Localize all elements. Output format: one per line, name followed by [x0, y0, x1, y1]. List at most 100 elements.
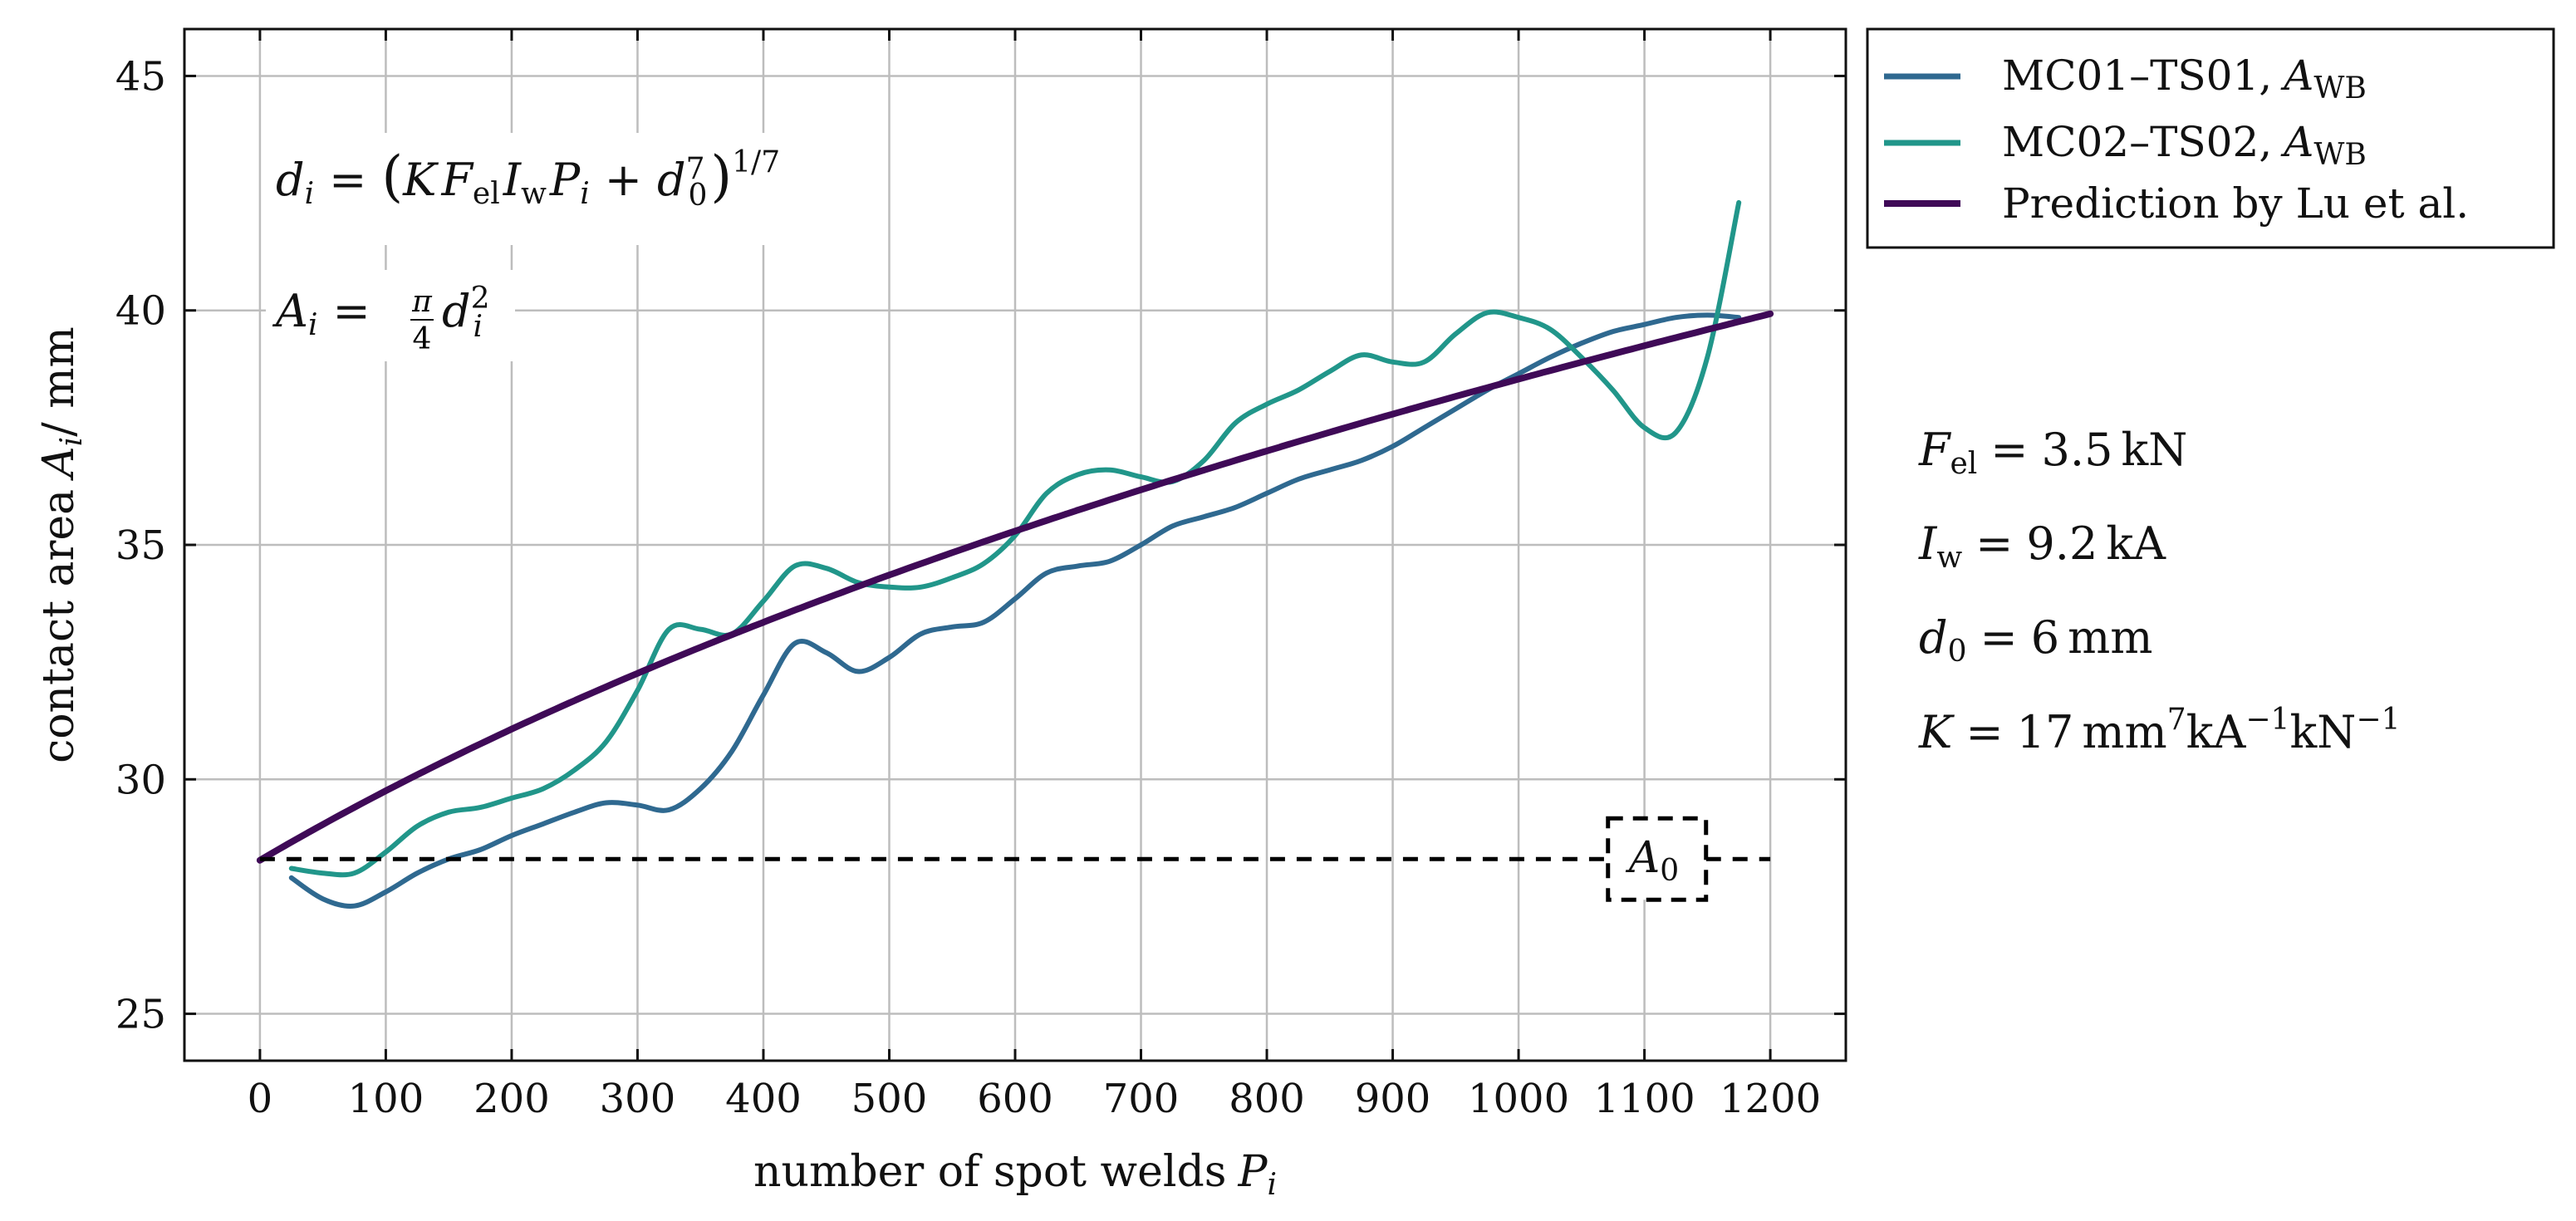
formula-a-sub: i	[308, 308, 318, 342]
x-tick-label: 700	[1103, 1076, 1180, 1122]
x-tick-label: 200	[473, 1076, 550, 1122]
formula-a-pi: π	[411, 285, 433, 319]
legend-label-mc02-var: A	[2280, 118, 2313, 166]
x-axis-title-var: P	[1237, 1147, 1268, 1197]
formula-d-F: F	[440, 154, 474, 206]
formula-a-background	[266, 270, 515, 361]
x-tick-label: 900	[1355, 1076, 1431, 1122]
formula-d-sub: i	[305, 177, 315, 211]
legend-label-prediction: Prediction by Lu et al.	[2002, 179, 2469, 228]
series-line-prediction	[256, 310, 1774, 864]
legend-label-mc01-base: MC01–TS01,	[2002, 51, 2272, 100]
param-k-value: 17	[2017, 706, 2074, 758]
param-d-unit: mm	[2068, 611, 2152, 664]
formula-d: di = (K FelIwPi + d7 0)1/7	[276, 145, 780, 213]
x-tick-label: 400	[725, 1076, 802, 1122]
y-tick-label: 45	[115, 53, 166, 100]
param-d-sub: 0	[1948, 635, 1967, 669]
param-f-unit: kN	[2121, 424, 2187, 476]
formula-d-I: I	[503, 154, 523, 206]
param-k-exp-kn: −1	[2356, 703, 2400, 737]
x-axis-title-text: number of spot welds	[753, 1147, 1226, 1197]
x-tick-label: 1200	[1720, 1076, 1821, 1122]
formula-d-background	[266, 133, 851, 245]
formula-d-eq: =	[329, 154, 366, 206]
param-i-sub: w	[1936, 541, 1962, 575]
x-tick-label: 800	[1229, 1076, 1305, 1122]
reference-label-sub: 0	[1660, 854, 1679, 888]
param-k-exp-ka: −1	[2245, 703, 2289, 737]
y-axis-title-text: contact area	[34, 489, 84, 763]
param-i-value: 9.2	[2026, 517, 2098, 570]
param-d: d0 = 6 mm	[1919, 611, 2153, 669]
param-f: Fel = 3.5 kN	[1918, 424, 2187, 481]
y-tick-label: 30	[115, 757, 166, 803]
reference-label-box	[1606, 816, 1709, 902]
param-i-unit: kA	[2106, 517, 2166, 570]
formula-a-d-sup: 2	[471, 282, 490, 316]
param-i-eq: =	[1975, 517, 2013, 570]
y-axis-title-unit: / mm	[34, 326, 84, 437]
formula-d-plus: +	[605, 154, 642, 206]
formula-d-rparen: )	[710, 145, 732, 208]
formula-d-d0: d	[657, 154, 686, 206]
formula-d-I-sub: w	[521, 177, 547, 211]
legend-label-mc01-var: A	[2280, 51, 2313, 100]
x-tick-label: 1000	[1468, 1076, 1569, 1122]
x-axis-title-sub: i	[1267, 1168, 1277, 1202]
formula-d-P-sub: i	[580, 177, 590, 211]
param-f-var: F	[1918, 424, 1952, 476]
param-i: Iw = 9.2 kA	[1918, 517, 2166, 575]
svg-text:Ai=: Ai =	[272, 285, 370, 342]
formula-a-d: d	[442, 285, 471, 337]
legend-frame	[1866, 27, 2555, 249]
formula-a-d-sub: i	[473, 310, 483, 344]
param-k-unit-kn: kN	[2289, 706, 2356, 758]
legend-label-mc01: MC01–TS01, AWB	[2002, 51, 2367, 105]
formula-a: Ai = π 4 d2 i	[272, 282, 489, 356]
x-axis-title: number of spot welds Pi	[753, 1147, 1277, 1202]
y-axis-title-var: A	[34, 446, 84, 481]
reference-label-var: A	[1626, 833, 1661, 883]
param-d-eq: =	[1980, 611, 2017, 664]
legend-label-mc02-base: MC02–TS02,	[2002, 118, 2272, 166]
y-tick-label: 25	[115, 992, 166, 1038]
x-tick-label: 0	[248, 1076, 273, 1122]
param-k-unit-mm: mm	[2082, 706, 2166, 758]
param-d-value: 6	[2031, 611, 2059, 664]
formula-a-var: A	[272, 285, 308, 337]
x-tick-label: 100	[348, 1076, 424, 1122]
series-layer	[256, 199, 1774, 909]
formula-a-four: 4	[413, 322, 432, 356]
y-tick-label: 40	[115, 288, 166, 335]
legend-label-mc02-sub: WB	[2313, 138, 2366, 172]
y-tick-label: 35	[115, 522, 166, 569]
x-tick-label: 600	[977, 1076, 1053, 1122]
x-tick-label: 300	[600, 1076, 676, 1122]
reference-layer: A0	[259, 816, 1771, 902]
legend-label-mc02: MC02–TS02, AWB	[2002, 118, 2367, 172]
plot-frame	[183, 27, 1847, 1062]
formula-d-lparen: (	[381, 145, 403, 208]
param-k-unit-ka: kA	[2186, 706, 2247, 758]
reference-label: A0	[1626, 833, 1679, 888]
legend-label-mc01-sub: WB	[2313, 71, 2366, 105]
formula-d-d0-sub: 0	[689, 179, 708, 213]
formula-d-K: K	[402, 154, 439, 206]
param-k-eq: =	[1965, 706, 2003, 758]
formula-d-d0-sup: 7	[686, 152, 705, 186]
param-f-sub: el	[1950, 447, 1977, 481]
param-k-var: K	[1918, 706, 1955, 758]
formula-d-exponent: 1/7	[732, 145, 780, 179]
legend: MC01–TS01, AWB MC02–TS02, AWB Prediction b…	[1866, 27, 2555, 249]
formula-a-eq: =	[333, 285, 370, 337]
x-tick-label: 1100	[1593, 1076, 1695, 1122]
y-axis-title: contact area Ai/ mm	[34, 326, 89, 763]
param-d-var: d	[1919, 611, 1948, 664]
formula-d-var: d	[276, 154, 305, 206]
formula-d-F-sub: el	[473, 177, 500, 211]
param-f-eq: =	[1990, 424, 2028, 476]
param-i-var: I	[1918, 517, 1938, 570]
param-k-exp-7: 7	[2167, 703, 2186, 737]
